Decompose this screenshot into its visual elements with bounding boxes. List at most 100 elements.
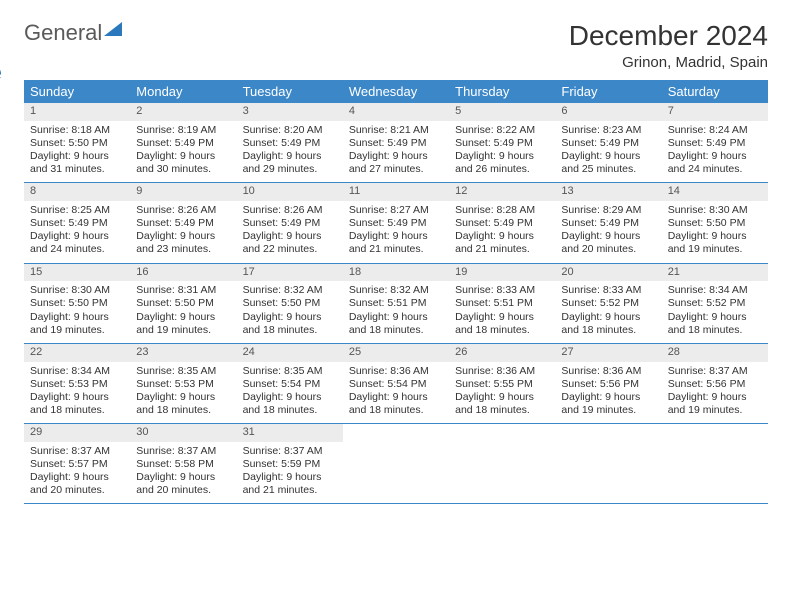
calendar-day-cell: 4Sunrise: 8:21 AMSunset: 5:49 PMDaylight… <box>343 103 449 182</box>
calendar-empty-cell <box>555 424 661 503</box>
calendar-empty-cell <box>449 424 555 503</box>
sunrise-line: Sunrise: 8:34 AM <box>30 365 124 378</box>
daylight-line: Daylight: 9 hours and 18 minutes. <box>455 311 549 337</box>
daylight-line: Daylight: 9 hours and 20 minutes. <box>136 471 230 497</box>
weekday-header: Sunday <box>24 80 130 103</box>
sunset-line: Sunset: 5:50 PM <box>668 217 762 230</box>
daylight-line: Daylight: 9 hours and 20 minutes. <box>30 471 124 497</box>
day-details: Sunrise: 8:37 AMSunset: 5:59 PMDaylight:… <box>237 442 343 504</box>
daylight-line: Daylight: 9 hours and 30 minutes. <box>136 150 230 176</box>
sunset-line: Sunset: 5:58 PM <box>136 458 230 471</box>
day-number: 26 <box>449 344 555 362</box>
sunset-line: Sunset: 5:55 PM <box>455 378 549 391</box>
day-details: Sunrise: 8:29 AMSunset: 5:49 PMDaylight:… <box>555 201 661 263</box>
daylight-line: Daylight: 9 hours and 18 minutes. <box>349 391 443 417</box>
sunrise-line: Sunrise: 8:37 AM <box>243 445 337 458</box>
day-details: Sunrise: 8:34 AMSunset: 5:52 PMDaylight:… <box>662 281 768 343</box>
sunset-line: Sunset: 5:52 PM <box>668 297 762 310</box>
day-number: 16 <box>130 264 236 282</box>
sunset-line: Sunset: 5:54 PM <box>243 378 337 391</box>
sunrise-line: Sunrise: 8:24 AM <box>668 124 762 137</box>
daylight-line: Daylight: 9 hours and 18 minutes. <box>30 391 124 417</box>
daylight-line: Daylight: 9 hours and 18 minutes. <box>243 311 337 337</box>
sunset-line: Sunset: 5:49 PM <box>561 217 655 230</box>
sunrise-line: Sunrise: 8:32 AM <box>349 284 443 297</box>
daylight-line: Daylight: 9 hours and 18 minutes. <box>136 391 230 417</box>
sunrise-line: Sunrise: 8:36 AM <box>561 365 655 378</box>
weekday-header: Thursday <box>449 80 555 103</box>
day-details: Sunrise: 8:25 AMSunset: 5:49 PMDaylight:… <box>24 201 130 263</box>
day-number: 5 <box>449 103 555 121</box>
calendar-empty-cell <box>662 424 768 503</box>
day-number: 3 <box>237 103 343 121</box>
sunrise-line: Sunrise: 8:35 AM <box>243 365 337 378</box>
sunrise-line: Sunrise: 8:20 AM <box>243 124 337 137</box>
sunrise-line: Sunrise: 8:19 AM <box>136 124 230 137</box>
sunrise-line: Sunrise: 8:37 AM <box>30 445 124 458</box>
calendar-day-cell: 25Sunrise: 8:36 AMSunset: 5:54 PMDayligh… <box>343 344 449 423</box>
weekday-header-row: Sunday Monday Tuesday Wednesday Thursday… <box>24 80 768 103</box>
day-details: Sunrise: 8:33 AMSunset: 5:51 PMDaylight:… <box>449 281 555 343</box>
weekday-header: Tuesday <box>237 80 343 103</box>
day-number: 9 <box>130 183 236 201</box>
sunrise-line: Sunrise: 8:25 AM <box>30 204 124 217</box>
day-number: 12 <box>449 183 555 201</box>
calendar-week-row: 15Sunrise: 8:30 AMSunset: 5:50 PMDayligh… <box>24 264 768 344</box>
title-block: December 2024 Grinon, Madrid, Spain <box>569 20 768 71</box>
sunrise-line: Sunrise: 8:26 AM <box>136 204 230 217</box>
sunset-line: Sunset: 5:59 PM <box>243 458 337 471</box>
day-number: 30 <box>130 424 236 442</box>
sunset-line: Sunset: 5:49 PM <box>243 217 337 230</box>
day-details: Sunrise: 8:37 AMSunset: 5:58 PMDaylight:… <box>130 442 236 504</box>
daylight-line: Daylight: 9 hours and 21 minutes. <box>243 471 337 497</box>
logo: General Blue <box>24 20 120 72</box>
daylight-line: Daylight: 9 hours and 18 minutes. <box>561 311 655 337</box>
day-details: Sunrise: 8:20 AMSunset: 5:49 PMDaylight:… <box>237 121 343 183</box>
calendar-day-cell: 23Sunrise: 8:35 AMSunset: 5:53 PMDayligh… <box>130 344 236 423</box>
calendar-day-cell: 11Sunrise: 8:27 AMSunset: 5:49 PMDayligh… <box>343 183 449 262</box>
sunset-line: Sunset: 5:49 PM <box>136 137 230 150</box>
calendar-day-cell: 19Sunrise: 8:33 AMSunset: 5:51 PMDayligh… <box>449 264 555 343</box>
sunrise-line: Sunrise: 8:30 AM <box>668 204 762 217</box>
sunrise-line: Sunrise: 8:31 AM <box>136 284 230 297</box>
sunrise-line: Sunrise: 8:30 AM <box>30 284 124 297</box>
daylight-line: Daylight: 9 hours and 27 minutes. <box>349 150 443 176</box>
sunrise-line: Sunrise: 8:18 AM <box>30 124 124 137</box>
sunrise-line: Sunrise: 8:28 AM <box>455 204 549 217</box>
sunset-line: Sunset: 5:56 PM <box>668 378 762 391</box>
day-details: Sunrise: 8:27 AMSunset: 5:49 PMDaylight:… <box>343 201 449 263</box>
calendar-day-cell: 13Sunrise: 8:29 AMSunset: 5:49 PMDayligh… <box>555 183 661 262</box>
sunrise-line: Sunrise: 8:23 AM <box>561 124 655 137</box>
day-details: Sunrise: 8:26 AMSunset: 5:49 PMDaylight:… <box>237 201 343 263</box>
day-details: Sunrise: 8:33 AMSunset: 5:52 PMDaylight:… <box>555 281 661 343</box>
sunset-line: Sunset: 5:50 PM <box>243 297 337 310</box>
sunrise-line: Sunrise: 8:21 AM <box>349 124 443 137</box>
day-details: Sunrise: 8:18 AMSunset: 5:50 PMDaylight:… <box>24 121 130 183</box>
day-number: 14 <box>662 183 768 201</box>
sunset-line: Sunset: 5:51 PM <box>349 297 443 310</box>
day-number: 31 <box>237 424 343 442</box>
calendar-day-cell: 16Sunrise: 8:31 AMSunset: 5:50 PMDayligh… <box>130 264 236 343</box>
calendar-day-cell: 24Sunrise: 8:35 AMSunset: 5:54 PMDayligh… <box>237 344 343 423</box>
daylight-line: Daylight: 9 hours and 18 minutes. <box>349 311 443 337</box>
logo-triangle-icon <box>104 22 122 36</box>
sunrise-line: Sunrise: 8:36 AM <box>455 365 549 378</box>
daylight-line: Daylight: 9 hours and 19 minutes. <box>668 391 762 417</box>
day-number: 29 <box>24 424 130 442</box>
daylight-line: Daylight: 9 hours and 25 minutes. <box>561 150 655 176</box>
daylight-line: Daylight: 9 hours and 24 minutes. <box>668 150 762 176</box>
calendar-day-cell: 22Sunrise: 8:34 AMSunset: 5:53 PMDayligh… <box>24 344 130 423</box>
day-details: Sunrise: 8:34 AMSunset: 5:53 PMDaylight:… <box>24 362 130 424</box>
sunrise-line: Sunrise: 8:36 AM <box>349 365 443 378</box>
sunrise-line: Sunrise: 8:29 AM <box>561 204 655 217</box>
sunrise-line: Sunrise: 8:22 AM <box>455 124 549 137</box>
day-number: 28 <box>662 344 768 362</box>
day-number: 23 <box>130 344 236 362</box>
calendar-day-cell: 28Sunrise: 8:37 AMSunset: 5:56 PMDayligh… <box>662 344 768 423</box>
calendar-day-cell: 10Sunrise: 8:26 AMSunset: 5:49 PMDayligh… <box>237 183 343 262</box>
day-details: Sunrise: 8:28 AMSunset: 5:49 PMDaylight:… <box>449 201 555 263</box>
day-details: Sunrise: 8:26 AMSunset: 5:49 PMDaylight:… <box>130 201 236 263</box>
daylight-line: Daylight: 9 hours and 18 minutes. <box>668 311 762 337</box>
day-details: Sunrise: 8:36 AMSunset: 5:56 PMDaylight:… <box>555 362 661 424</box>
sunrise-line: Sunrise: 8:34 AM <box>668 284 762 297</box>
